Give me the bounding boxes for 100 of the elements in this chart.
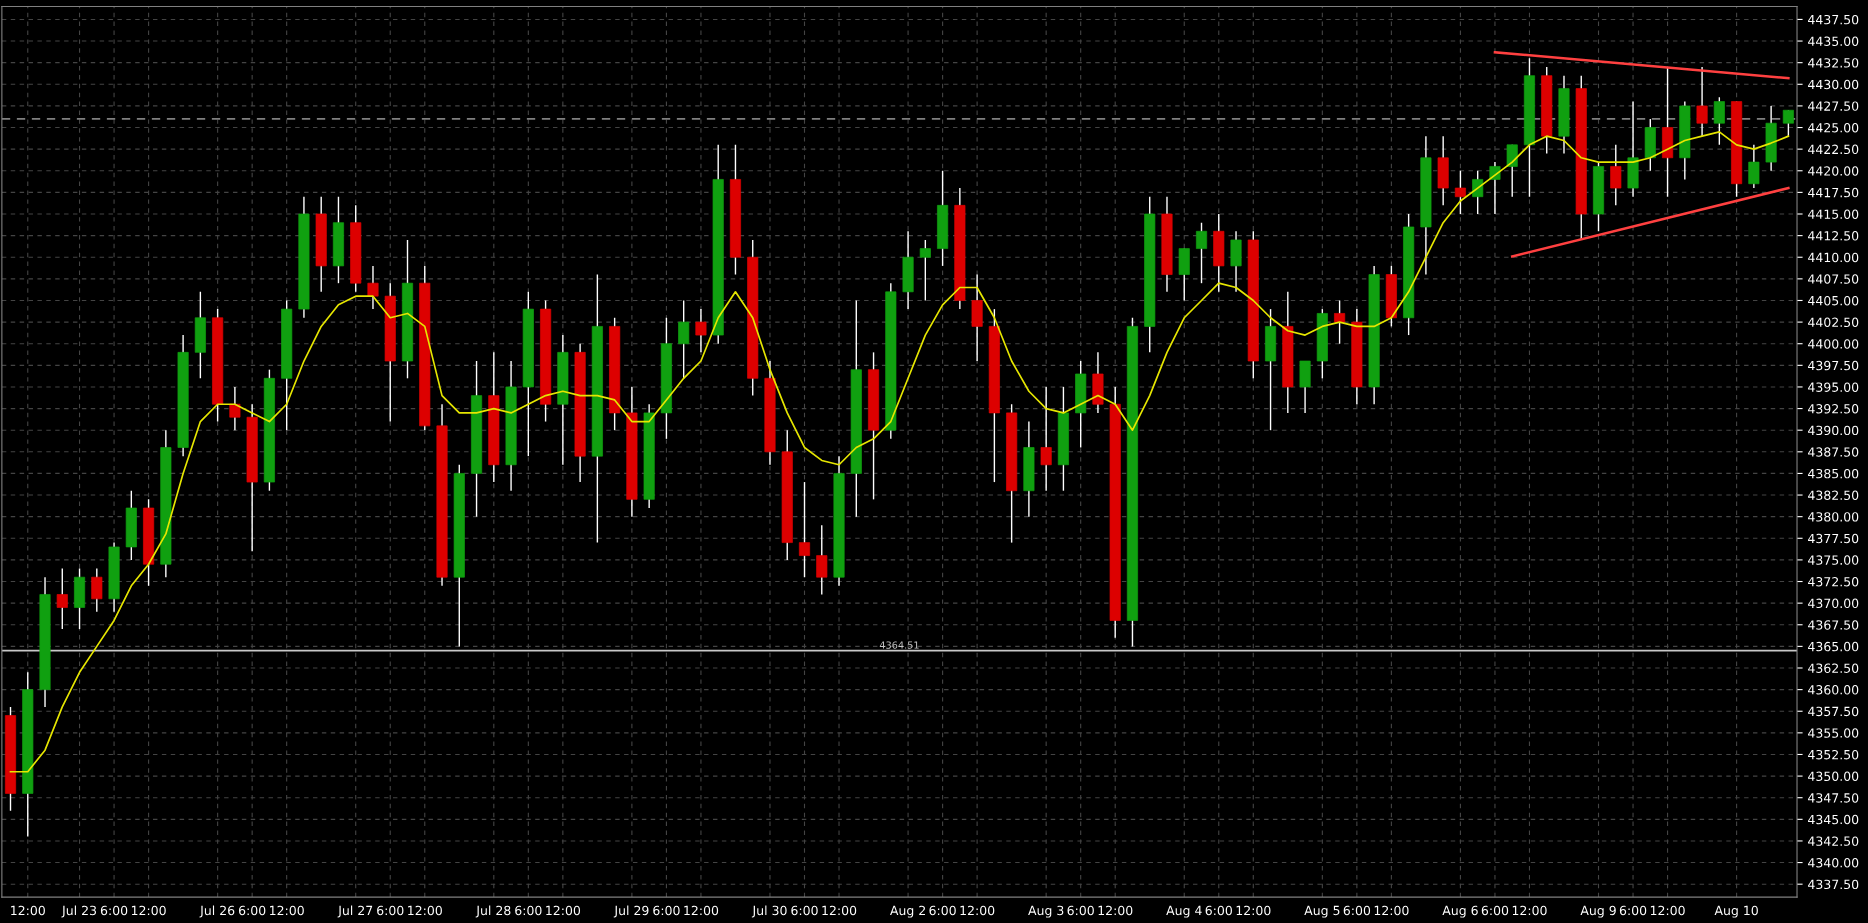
y-tick-label: 4400.00 [1808, 339, 1859, 349]
x-tick-label: 6:00 [791, 905, 818, 916]
x-tick-label: 6:00 [377, 905, 404, 916]
x-tick-label: 12:00 [960, 905, 995, 916]
x-tick-label: Jul 29 [613, 905, 649, 918]
x-tick-label: 12:00 [270, 905, 304, 916]
candlestick [1782, 109, 1794, 137]
candlestick [1506, 144, 1518, 198]
candlestick [1748, 144, 1760, 189]
y-tick-label: 4405.00 [1808, 295, 1859, 306]
x-tick-label: Aug 4 [1166, 905, 1202, 918]
candlestick [367, 265, 379, 310]
y-tick-label: 4402.50 [1808, 317, 1859, 328]
y-tick-label: 4397.50 [1808, 360, 1859, 371]
x-tick-label: 12:00 [1098, 905, 1133, 916]
candlestick [919, 239, 931, 302]
y-tick-label: 4432.50 [1808, 58, 1859, 68]
y-tick-label: 4362.50 [1808, 663, 1859, 673]
y-tick-label: 4422.50 [1808, 144, 1859, 155]
x-tick-label: 6:00 [1619, 905, 1647, 916]
candlestick [816, 524, 828, 596]
x-tick-label: 6:00 [100, 905, 128, 916]
x-tick-label: 6:00 [1343, 905, 1371, 916]
x-tick-label: 12:00 [1512, 905, 1547, 916]
x-tick-label: 12:00 [408, 905, 442, 916]
x-tick-label: 12:00 [1650, 905, 1685, 916]
candlestick [56, 567, 68, 630]
y-tick-label: 4417.50 [1808, 187, 1859, 198]
candlestick [91, 567, 103, 613]
candlestick [798, 481, 811, 578]
y-tick-label: 4395.00 [1808, 382, 1859, 392]
x-tick-label: 12:00 [546, 905, 581, 916]
y-tick-label: 4352.50 [1808, 749, 1859, 760]
y-tick-label: 4385.00 [1808, 468, 1859, 479]
candlestick [1472, 170, 1484, 215]
x-tick-label: 6:00 [1481, 905, 1509, 916]
y-tick-label: 4415.00 [1808, 209, 1859, 219]
y-tick-label: 4375.00 [1808, 555, 1859, 565]
x-tick-label: Jul 27 [337, 905, 373, 918]
x-tick-label: 12:00 [1236, 905, 1271, 916]
candlestick [1040, 386, 1052, 492]
x-tick-label: Aug 2 [890, 905, 925, 918]
candlestick [1696, 66, 1708, 137]
y-tick-label: 4372.50 [1808, 576, 1859, 587]
x-tick-label: 6:00 [1205, 905, 1232, 916]
y-tick-label: 4380.00 [1808, 512, 1859, 522]
x-tick-label: 6:00 [515, 905, 542, 916]
x-tick-label: 6:00 [929, 905, 956, 916]
y-tick-label: 4377.50 [1808, 533, 1859, 544]
candlestick [1610, 144, 1622, 207]
x-tick-label: 6:00 [238, 905, 266, 916]
x-tick-label: 12:00 [684, 905, 719, 916]
candlestick [1334, 299, 1346, 345]
y-tick-label: 4427.50 [1808, 101, 1859, 111]
y-tick-label: 4367.50 [1808, 620, 1859, 630]
candlestick [1713, 96, 1725, 146]
y-tick-label: 4425.00 [1808, 123, 1859, 133]
x-tick-label: 6:00 [653, 905, 680, 916]
y-tick-label: 4412.50 [1808, 231, 1859, 241]
x-tick-label: 12:00 [131, 905, 166, 916]
x-tick-label: Jul 26 [199, 905, 235, 918]
y-tick-label: 4355.00 [1808, 728, 1859, 738]
candlestick [1454, 170, 1466, 215]
y-tick-label: 4387.50 [1808, 447, 1859, 457]
line-series [9, 131, 1790, 773]
x-tick-label: Aug 6 [1442, 905, 1478, 918]
candlestick [229, 386, 241, 431]
y-tick-label: 4370.00 [1808, 598, 1859, 609]
y-tick-label: 4392.50 [1808, 404, 1859, 414]
y-tick-label: 4407.50 [1808, 274, 1859, 284]
x-tick-label: Aug 9 [1580, 905, 1616, 918]
y-tick-label: 4430.00 [1808, 79, 1859, 90]
y-tick-label: 4360.00 [1808, 685, 1859, 695]
y-tick-label: 4390.00 [1808, 425, 1859, 436]
candlestick [1195, 221, 1208, 284]
y-tick-label: 4420.00 [1808, 166, 1859, 176]
y-tick-label: 4337.50 [1808, 879, 1859, 890]
y-tick-label: 4342.50 [1808, 836, 1859, 846]
ref-line-label: 4364.51 [879, 641, 919, 649]
x-tick-label: 12:00 [11, 905, 45, 916]
y-tick-label: 4382.50 [1808, 490, 1859, 500]
x-tick-label: Jul 28 [475, 905, 511, 918]
x-tick-label: 12:00 [822, 905, 857, 916]
candlestick [695, 308, 707, 354]
x-tick-label: Jul 23 [61, 905, 97, 918]
y-tick-label: 4435.00 [1808, 36, 1859, 46]
y-tick-label: 4350.00 [1808, 771, 1859, 782]
x-tick-label: Jul 30 [751, 905, 787, 918]
x-tick-label: 6:00 [1067, 905, 1094, 916]
y-tick-label: 4345.00 [1808, 814, 1859, 825]
y-tick-label: 4365.00 [1808, 641, 1859, 652]
y-tick-label: 4437.50 [1808, 14, 1859, 25]
x-tick-label: Aug 5 [1304, 905, 1340, 918]
candlestick [678, 299, 690, 379]
x-tick-label: 12:00 [1374, 905, 1409, 916]
y-tick-label: 4340.00 [1808, 858, 1859, 868]
y-tick-label: 4410.00 [1808, 252, 1859, 263]
x-tick-label: Aug 10 [1714, 905, 1758, 918]
x-tick-label: Aug 3 [1028, 905, 1064, 918]
y-tick-label: 4347.50 [1808, 793, 1859, 803]
